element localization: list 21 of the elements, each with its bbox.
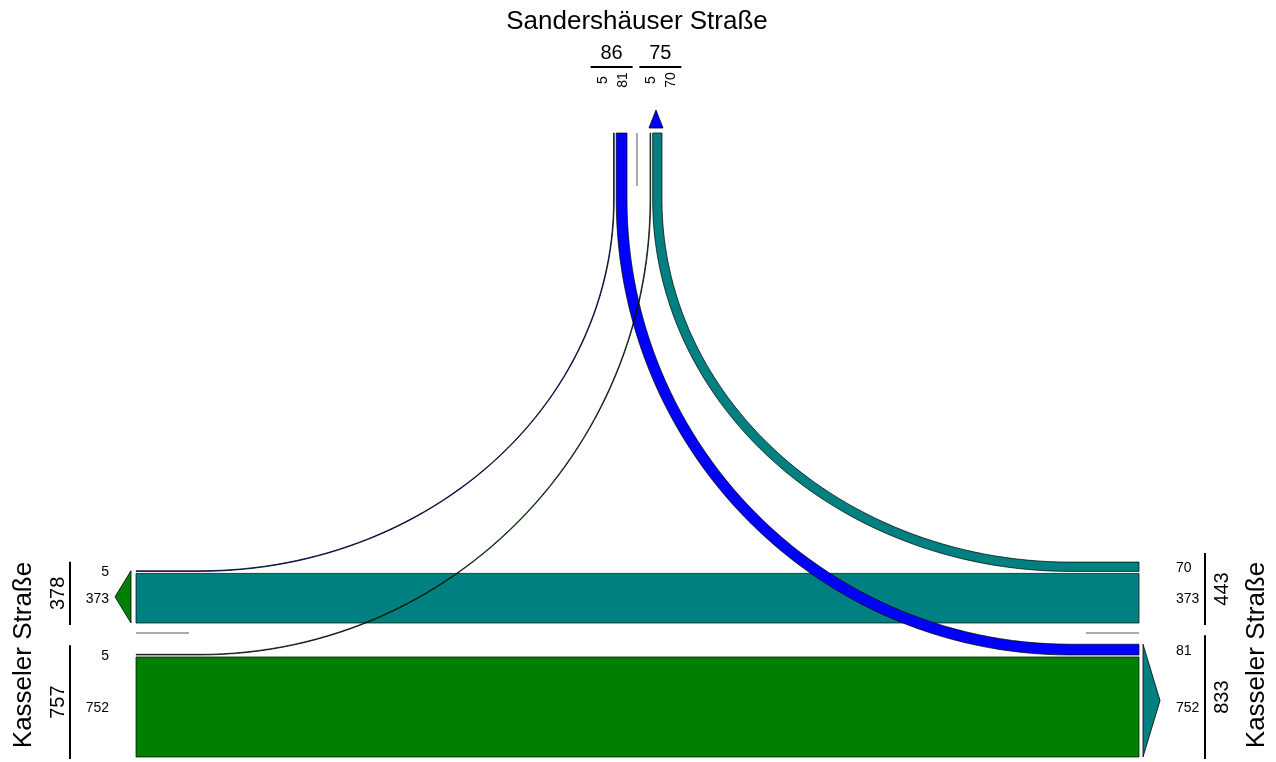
data-label: 81 bbox=[613, 72, 630, 88]
data-label: 5 bbox=[642, 75, 659, 84]
data-label: 752 bbox=[85, 698, 110, 715]
text: 757 bbox=[46, 685, 68, 719]
data-label: 5 bbox=[101, 646, 110, 663]
data-label: 373 bbox=[85, 590, 110, 607]
data-label: 752 bbox=[1176, 698, 1200, 715]
text: 833 bbox=[1210, 680, 1232, 714]
data-label: 5 bbox=[593, 75, 610, 84]
data-label: 5 bbox=[101, 563, 110, 580]
data-label: 70 bbox=[662, 72, 679, 88]
category-label: Kasseler Straße bbox=[7, 561, 37, 749]
text: 443 bbox=[1210, 572, 1232, 606]
category-label: Kasseler Straße bbox=[1240, 561, 1270, 749]
data-label: 81 bbox=[1176, 641, 1192, 658]
text: 86 bbox=[600, 41, 623, 63]
data-label: 373 bbox=[1176, 590, 1200, 607]
data-label: 70 bbox=[1176, 558, 1192, 575]
text: 75 bbox=[649, 41, 672, 63]
text: 378 bbox=[46, 576, 68, 611]
category-label: Sandershäuser Straße bbox=[506, 5, 768, 35]
